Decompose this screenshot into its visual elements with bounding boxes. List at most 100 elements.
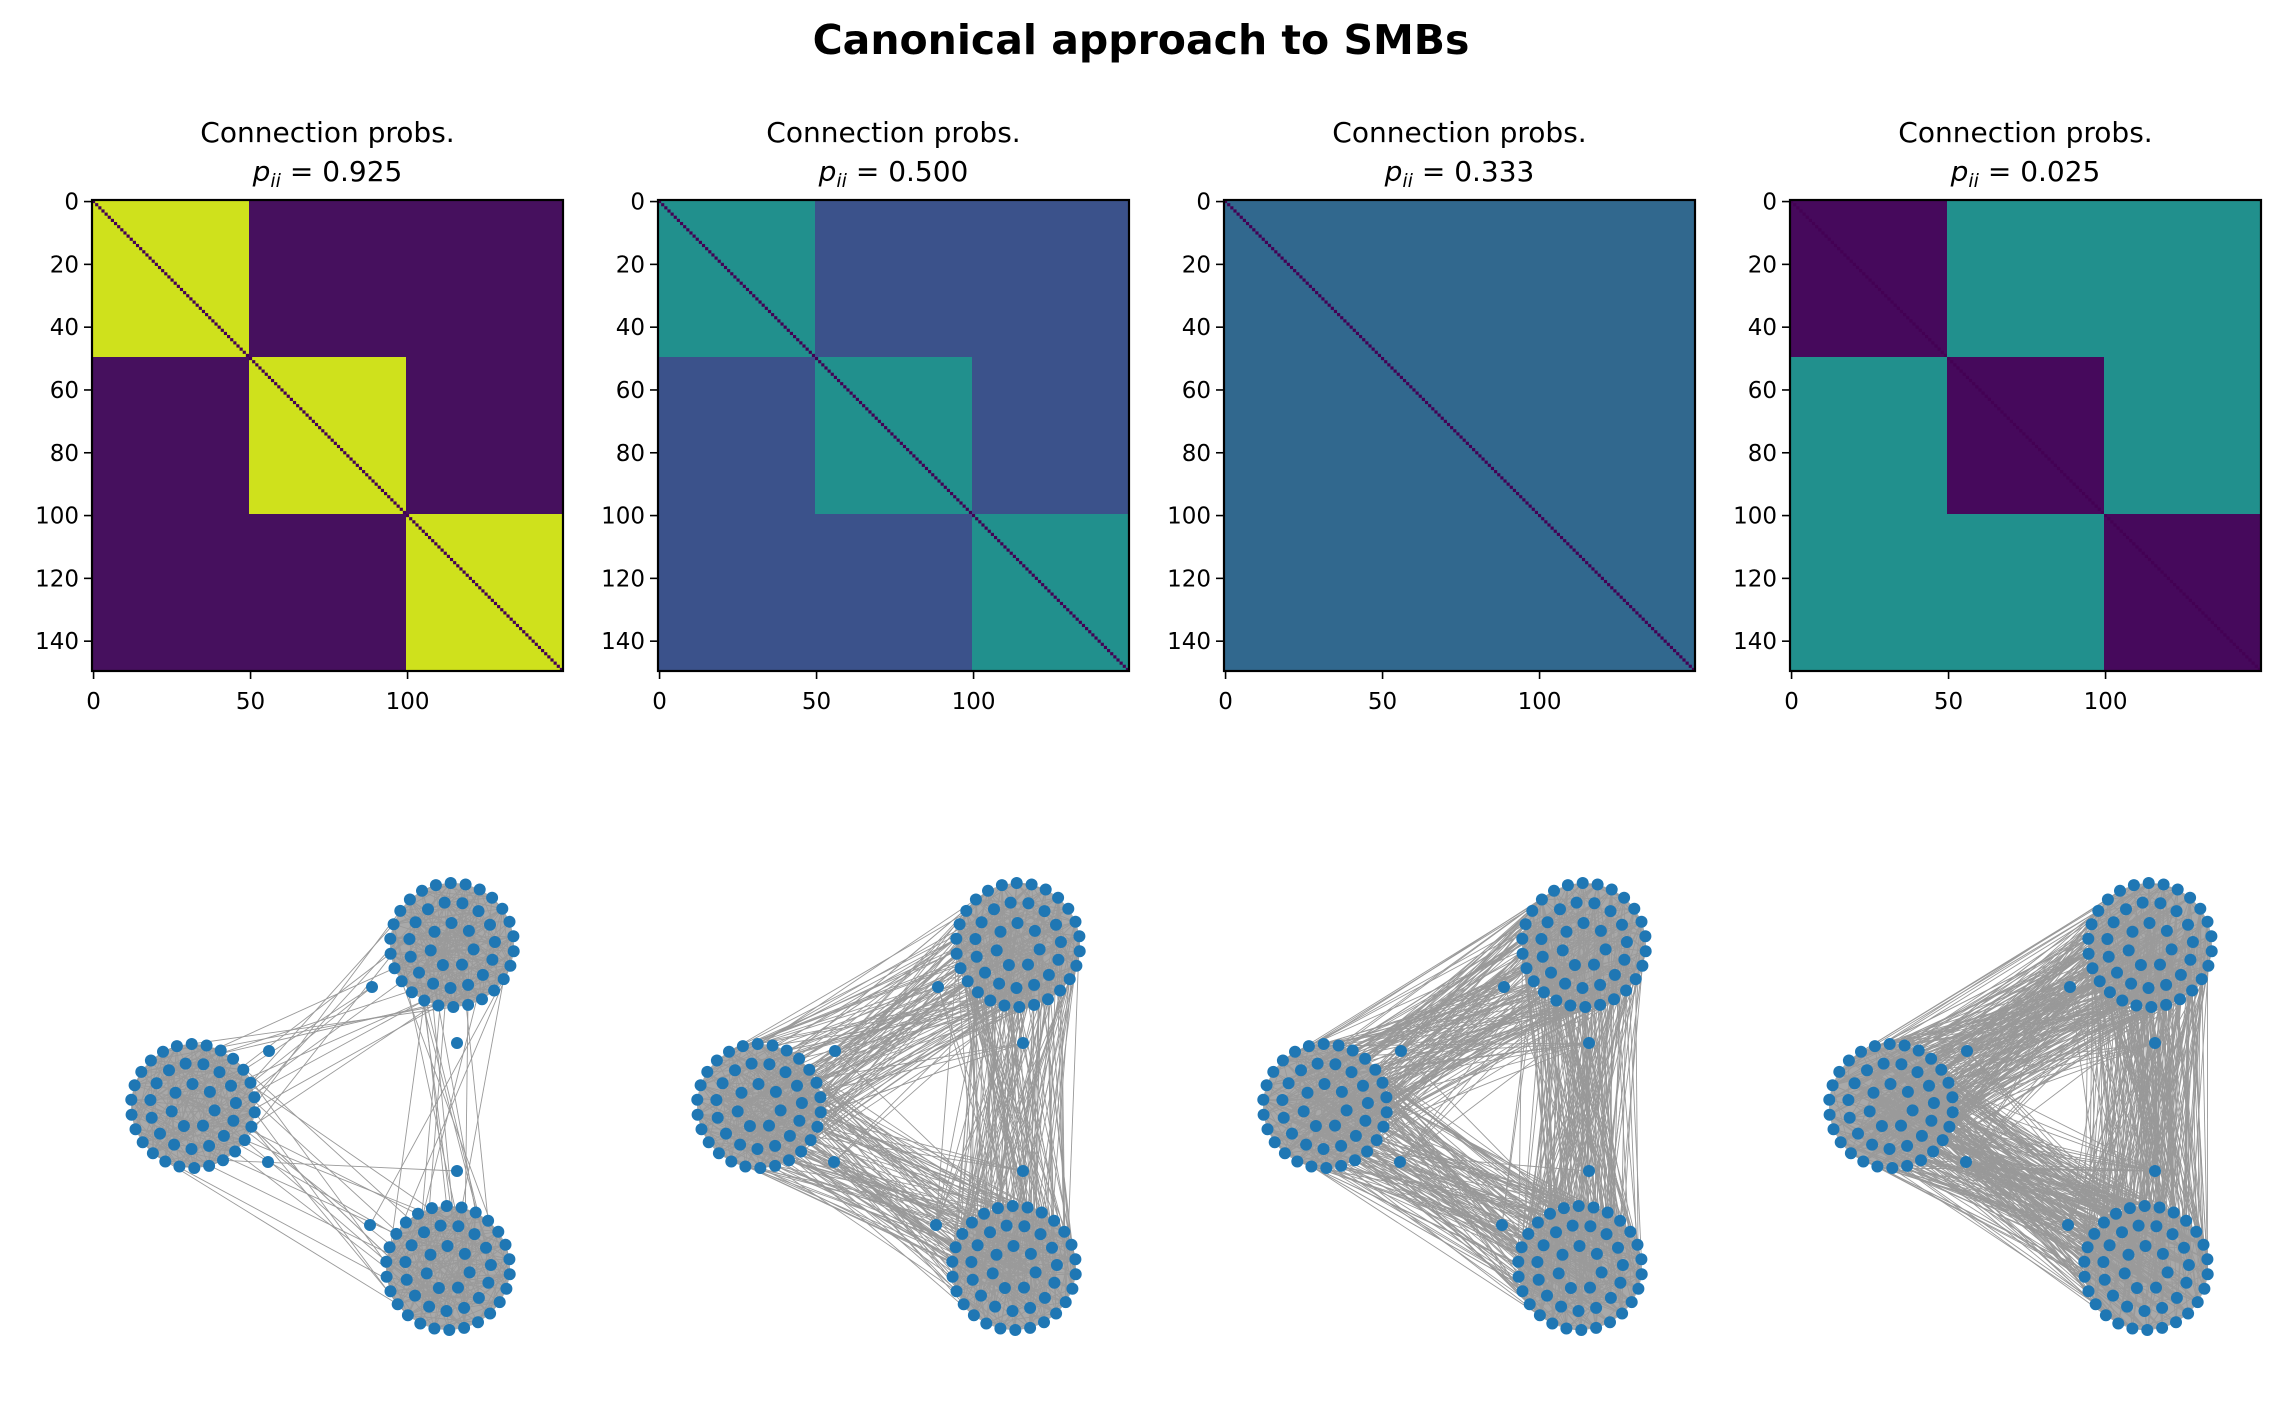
heatmap-block <box>1224 357 1382 515</box>
heatmap-diagonal-cell <box>1274 250 1278 254</box>
graph-node <box>1599 943 1612 956</box>
heatmap-diagonal-cell <box>1629 605 1633 609</box>
heatmap-diagonal-cell <box>1349 325 1353 329</box>
graph-node <box>1866 1138 1879 1151</box>
heatmap-diagonal-cell <box>855 397 859 401</box>
heatmap-diagonal-cell <box>277 385 281 389</box>
graph-node <box>185 1143 198 1155</box>
heatmap-diagonal-cell <box>2169 579 2174 584</box>
heatmap-diagonal-cell <box>1286 262 1290 266</box>
graph-node <box>1257 1093 1270 1106</box>
graph-node <box>793 1052 806 1065</box>
graph-node <box>1070 959 1083 972</box>
graph-node <box>1301 1086 1314 1099</box>
heatmap-diagonal-cell <box>205 313 209 317</box>
heatmap-diagonal-cell <box>481 589 485 593</box>
graph-node <box>1842 1054 1855 1067</box>
y-tick-label: 40 <box>1182 315 1211 341</box>
heatmap-diagonal-cell <box>2072 482 2076 486</box>
graph-node <box>434 1219 447 1232</box>
edge <box>191 1006 454 1045</box>
heatmap-block <box>1381 200 1539 358</box>
heatmap-block <box>1538 357 1696 515</box>
edge <box>232 1058 425 1233</box>
graph-node <box>482 1214 495 1227</box>
graph-node <box>810 1076 823 1089</box>
graph-node <box>2122 1248 2135 1261</box>
graph-node <box>1516 932 1529 945</box>
edge <box>1860 884 2135 1053</box>
graph-node <box>1346 1044 1359 1057</box>
heatmap-diagonal-cell <box>1227 203 1231 207</box>
graph-node <box>2101 933 2114 945</box>
graph-node <box>484 1307 497 1320</box>
graph-node <box>1309 1120 1322 1132</box>
heatmap-diagonal-cell <box>1078 620 1082 624</box>
heatmap-diagonal-cell <box>946 488 951 493</box>
heatmap-diagonal-cell <box>1063 605 1067 609</box>
heatmap-diagonal-cell <box>126 234 130 238</box>
heatmap-diagonal-cell <box>1233 209 1237 213</box>
edge <box>1542 956 1642 1260</box>
heatmap-diagonal-cell <box>2097 507 2101 511</box>
heatmap-diagonal-cell <box>1509 485 1513 489</box>
graph-node <box>157 1045 169 1058</box>
heatmap-diagonal-cell <box>943 485 947 489</box>
heatmap-diagonal-cell <box>711 253 715 257</box>
heatmap-diagonal-cell <box>1368 344 1372 348</box>
heatmap-diagonal-cell <box>1494 470 1498 474</box>
graph-node <box>1520 962 1533 975</box>
heatmap-diagonal-cell <box>1541 517 1545 521</box>
graph-node <box>2136 896 2149 909</box>
heatmap-diagonal-cell <box>1428 404 1432 408</box>
heatmap-diagonal-cell <box>1230 206 1234 210</box>
graph-node <box>2062 1219 2074 1231</box>
edge <box>152 1152 398 1305</box>
graph-node <box>423 1300 436 1313</box>
graph-node <box>1833 1065 1846 1078</box>
heatmap-diagonal-cell <box>324 432 328 436</box>
graph-node <box>994 1322 1007 1335</box>
heatmap-diagonal-cell <box>515 623 520 628</box>
heatmap-diagonal-cell <box>2163 573 2167 577</box>
heatmap-block <box>1538 200 1696 358</box>
math-subscript: ii <box>1402 170 1413 192</box>
graph-node <box>2154 958 2166 971</box>
y-tick-label: 120 <box>1167 566 1211 592</box>
heatmap-diagonal-cell <box>252 360 256 364</box>
heatmap-diagonal-cell <box>506 614 510 618</box>
graph-node <box>399 1216 412 1229</box>
heatmap-diagonal-cell <box>1261 237 1265 241</box>
heatmap-diagonal-cell <box>1512 488 1517 493</box>
edge <box>251 1126 409 1316</box>
graph-node <box>1276 1054 1289 1067</box>
graph-node <box>998 999 1011 1012</box>
heatmap-diagonal-cell <box>884 426 888 430</box>
graph-node <box>1048 1276 1061 1289</box>
heatmap-diagonal-cell <box>1522 498 1526 502</box>
graph-node <box>1359 1114 1372 1127</box>
heatmap-diagonal-cell <box>446 554 450 558</box>
heatmap-diagonal-cell <box>1811 221 1816 226</box>
graph-node <box>1579 1001 1592 1013</box>
graph-node <box>957 1298 970 1311</box>
heatmap-diagonal-cell <box>1534 510 1538 514</box>
edge <box>1355 1135 1557 1233</box>
heatmap-diagonal-cell <box>142 250 146 254</box>
heatmap-diagonal-cell <box>1987 397 1991 401</box>
graph-node <box>1843 1111 1856 1124</box>
heatmap-diagonal-cell <box>1660 636 1664 640</box>
heatmap-diagonal-cell <box>333 441 337 445</box>
graph-node <box>774 1104 787 1117</box>
graph-node <box>1311 1057 1324 1070</box>
graph-node <box>503 1253 516 1266</box>
heatmap-diagonal-cell <box>299 407 303 411</box>
graph-node <box>1305 1160 1318 1173</box>
graph-node <box>2156 1301 2169 1314</box>
heatmap-diagonal-cell <box>1610 586 1614 590</box>
graph-node <box>2116 994 2129 1007</box>
graph-node <box>1544 1207 1556 1220</box>
heatmap <box>1790 200 2262 672</box>
graph-node <box>1522 1227 1535 1240</box>
graph-node <box>1572 1305 1585 1317</box>
